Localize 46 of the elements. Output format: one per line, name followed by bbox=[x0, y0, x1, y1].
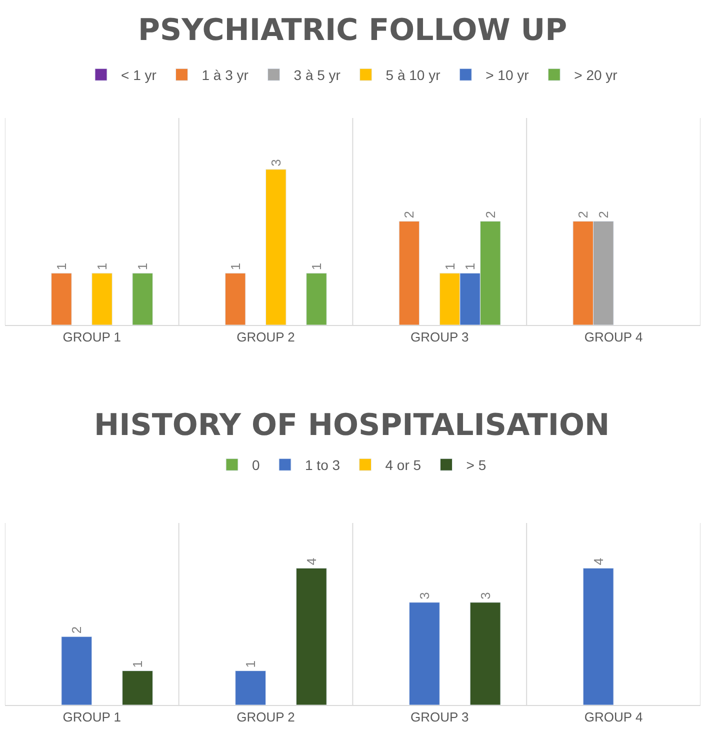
legend-label: 0 bbox=[252, 457, 260, 474]
data-label: 1 bbox=[462, 262, 478, 270]
data-label: 2 bbox=[596, 211, 611, 218]
legend-label: < 1 yr bbox=[121, 67, 157, 84]
bar bbox=[122, 670, 153, 705]
data-label: 2 bbox=[482, 211, 498, 218]
data-label: 4 bbox=[590, 558, 606, 566]
legend-label: > 10 yr bbox=[486, 67, 530, 84]
data-label: 1 bbox=[135, 262, 150, 270]
legend-label: > 20 yr bbox=[574, 67, 618, 84]
data-label: 1 bbox=[94, 262, 110, 270]
x-tick-label: GROUP 1 bbox=[62, 330, 122, 345]
legend-label: 4 or 5 bbox=[385, 457, 422, 474]
bar bbox=[61, 636, 92, 705]
legend-label: 5 à 10 yr bbox=[386, 67, 441, 84]
legend-label: > 5 bbox=[466, 457, 486, 474]
legend-label: 1 à 3 yr bbox=[202, 67, 249, 84]
data-label: 1 bbox=[308, 262, 324, 270]
data-label: 1 bbox=[442, 262, 458, 270]
bar bbox=[470, 602, 501, 705]
chart-title: PSYCHIATRIC FOLLOW UP bbox=[138, 13, 568, 48]
data-label: 3 bbox=[416, 592, 432, 600]
x-tick-label: GROUP 4 bbox=[584, 710, 643, 725]
data-label: 3 bbox=[478, 592, 493, 600]
data-label: 2 bbox=[402, 211, 417, 218]
bar bbox=[582, 568, 614, 705]
data-label: 1 bbox=[228, 262, 243, 270]
x-tick-label: GROUP 2 bbox=[236, 710, 295, 725]
x-tick-label: GROUP 1 bbox=[62, 710, 122, 725]
data-label: 4 bbox=[304, 558, 319, 566]
data-label: 2 bbox=[69, 626, 84, 634]
data-label: 1 bbox=[54, 262, 69, 270]
data-label: 3 bbox=[268, 159, 284, 166]
x-tick-label: GROUP 3 bbox=[410, 710, 469, 725]
legend-label: 3 à 5 yr bbox=[294, 67, 341, 84]
x-tick-label: GROUP 2 bbox=[236, 330, 295, 345]
bar bbox=[235, 670, 266, 705]
x-tick-label: GROUP 4 bbox=[584, 330, 643, 345]
legend-label: 1 to 3 bbox=[305, 457, 340, 474]
data-label: 1 bbox=[130, 660, 146, 668]
data-label: 2 bbox=[576, 211, 591, 218]
bar bbox=[296, 568, 327, 705]
bar bbox=[408, 602, 440, 705]
data-label: 1 bbox=[243, 660, 258, 668]
chart-title: HISTORY OF HOSPITALISATION bbox=[94, 408, 610, 443]
x-tick-label: GROUP 3 bbox=[410, 330, 469, 345]
